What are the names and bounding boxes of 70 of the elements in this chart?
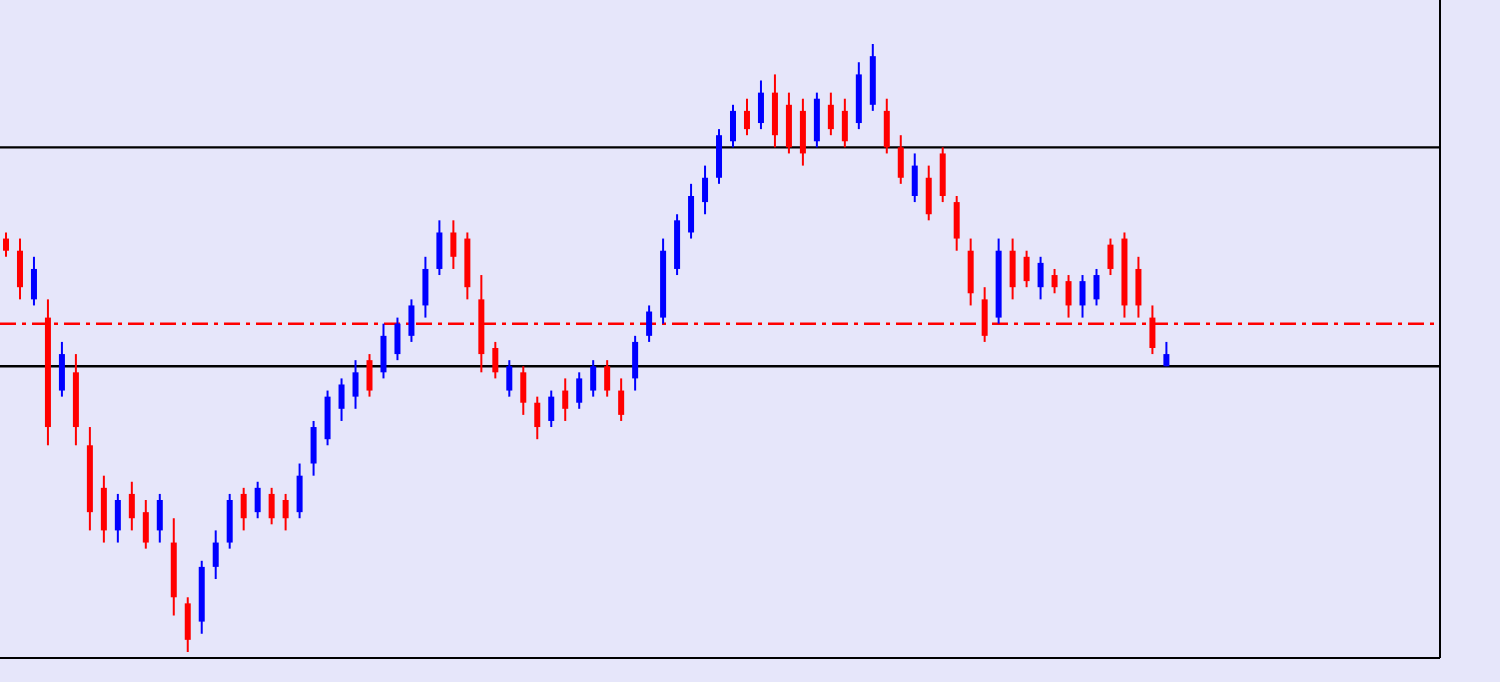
candlestick [562,377,569,422]
candlestick [1023,249,1030,289]
candlestick [757,79,764,131]
candlestick [813,91,820,149]
candlestick [450,219,457,270]
candlestick [590,359,597,398]
candlestick [282,492,289,532]
candlestick [394,316,401,362]
candlestick [408,298,415,343]
candlestick [897,134,904,185]
candlestick [632,334,639,392]
candlestick [841,97,848,149]
candlestick [743,97,750,137]
candlestick [254,480,261,520]
candlestick [548,389,555,429]
candlestick [114,492,121,544]
candlestick [618,377,625,422]
candlestick [156,492,163,544]
candlestick [422,255,429,319]
candlestick [688,182,695,240]
candlestick [771,73,778,149]
candlestick [883,97,890,155]
candlestick [436,219,443,277]
candlestick [716,128,723,185]
candlestick [1093,267,1100,307]
candlestick [1107,237,1114,277]
candlestick [576,371,583,410]
candlestick [520,365,527,416]
candlestick [240,486,247,532]
candlestick [911,152,918,204]
candlestick [534,395,541,441]
candlestick [1051,267,1058,295]
candlestick [142,499,149,550]
candlestick [212,529,219,581]
candlestick [799,97,806,167]
candlestick [1009,237,1016,301]
candlestick [506,359,513,398]
candlestick [338,377,345,422]
candlestick [967,237,974,307]
candlestick [268,486,275,526]
candlestick [184,596,191,653]
candlestick [1065,274,1072,319]
candlestick [981,286,988,343]
candlestick [953,195,960,252]
candlestick [16,237,23,301]
candlestick [492,340,499,380]
candlestick [380,322,387,380]
candlestick [226,492,233,550]
candlestick [604,359,611,398]
candlestick [1135,255,1142,319]
candlestick [827,91,834,137]
candlestick [296,462,303,520]
candlestick [128,480,135,532]
candlestick [646,304,653,343]
candlestick [939,146,946,204]
candlestick [925,164,932,222]
candlestick [785,91,792,155]
candlestick [352,359,359,410]
candlestick [30,255,37,307]
candlestick [702,164,709,216]
candlestick [100,474,107,544]
candlestick [324,389,331,447]
candlestick [58,340,65,398]
candlestick [3,231,9,258]
candlestick [310,419,317,477]
candlestick [1037,255,1044,301]
candlestick [1163,340,1170,368]
candlestick [366,353,373,398]
candlestick [1079,274,1086,319]
candlestick [730,103,736,149]
